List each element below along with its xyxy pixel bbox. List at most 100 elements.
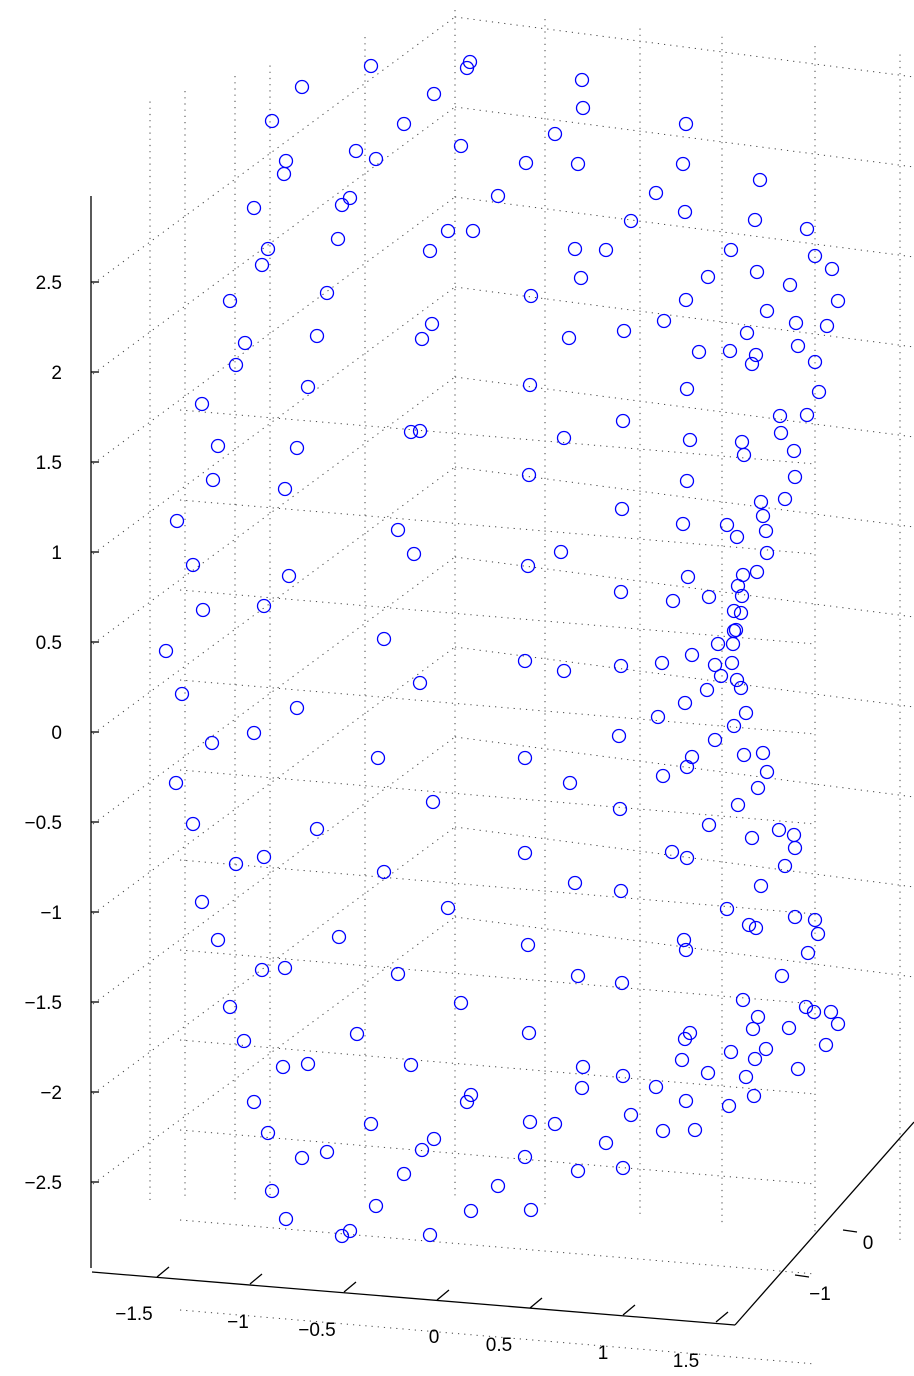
data-point — [330, 231, 346, 247]
data-point — [522, 1114, 538, 1130]
x-tick — [249, 1273, 263, 1285]
data-point — [195, 602, 211, 618]
gridline-z-left — [92, 646, 456, 915]
data-point — [390, 966, 406, 982]
data-point — [723, 1044, 739, 1060]
data-point — [260, 241, 276, 257]
gridline-z-left — [92, 556, 456, 825]
data-point — [570, 968, 586, 984]
data-point — [674, 1052, 690, 1068]
data-point — [782, 277, 798, 293]
data-point — [729, 672, 745, 688]
data-point — [679, 850, 695, 866]
data-point — [758, 523, 774, 539]
data-point — [830, 293, 846, 309]
data-point — [771, 822, 787, 838]
data-point — [370, 750, 386, 766]
data-point — [748, 347, 764, 363]
x-tick — [343, 1281, 357, 1293]
x-tick — [622, 1304, 636, 1316]
gridline-z-front — [179, 859, 816, 915]
gridline-z-right — [454, 736, 914, 798]
data-point — [613, 658, 629, 674]
data-point — [799, 407, 815, 423]
data-point — [759, 303, 775, 319]
data-point — [294, 79, 310, 95]
data-point — [517, 1149, 533, 1165]
data-point — [798, 999, 814, 1015]
data-point — [412, 675, 428, 691]
y-tick — [794, 1274, 810, 1278]
data-point — [675, 516, 691, 532]
data-point — [158, 643, 174, 659]
data-point — [648, 185, 664, 201]
data-point — [665, 593, 681, 609]
x-axis-line — [91, 1271, 736, 1326]
data-point — [772, 408, 788, 424]
data-point — [749, 264, 765, 280]
data-point — [830, 1016, 846, 1032]
data-point — [724, 655, 740, 671]
data-point — [490, 1178, 506, 1194]
data-point — [615, 413, 631, 429]
gridline-z-front — [179, 499, 816, 555]
y-tick — [842, 1229, 858, 1233]
tick-labels: −2.5 −2 −1.5 −1 −0.5 0 0.5 1 1.5 2 2.5 −1.5 −1 −0.5 0 0… — [24, 273, 873, 1372]
data-point — [414, 331, 430, 347]
data-point — [210, 932, 226, 948]
data-point — [613, 883, 629, 899]
data-point — [752, 172, 768, 188]
data-point — [518, 155, 534, 171]
data-point — [334, 1228, 350, 1244]
data-point — [682, 1025, 698, 1041]
data-point — [747, 1051, 763, 1067]
data-point — [521, 467, 537, 483]
data-point — [185, 816, 201, 832]
data-point — [246, 200, 262, 216]
data-point — [440, 223, 456, 239]
data-point — [730, 578, 746, 594]
data-point — [678, 116, 694, 132]
data-point — [574, 72, 590, 88]
axes — [90, 196, 914, 1326]
gridline-z-left — [92, 286, 456, 555]
data-point — [676, 932, 692, 948]
data-point — [376, 631, 392, 647]
z-tick-label: −2 — [40, 1083, 62, 1104]
data-point — [734, 588, 750, 604]
data-point — [459, 1094, 475, 1110]
data-point — [726, 603, 742, 619]
data-point — [567, 875, 583, 891]
data-point — [800, 945, 816, 961]
data-point — [520, 937, 536, 953]
data-point — [204, 735, 220, 751]
data-point — [730, 797, 746, 813]
data-point — [664, 844, 680, 860]
gridline-z-left — [92, 376, 456, 645]
data-point — [710, 636, 726, 652]
data-point — [463, 1203, 479, 1219]
data-point — [786, 443, 802, 459]
data-point — [687, 1122, 703, 1138]
data-point — [790, 338, 806, 354]
data-point — [790, 1061, 806, 1077]
data-point — [222, 293, 238, 309]
data-point — [736, 447, 752, 463]
data-point — [403, 424, 419, 440]
gridline-z-front — [179, 949, 816, 1005]
x-tick-label: 1 — [598, 1343, 609, 1364]
data-point — [562, 775, 578, 791]
data-point — [575, 100, 591, 116]
data-point — [824, 261, 840, 277]
gridline-z-front — [179, 1129, 816, 1185]
data-point — [623, 1107, 639, 1123]
data-point — [679, 381, 695, 397]
data-point — [522, 377, 538, 393]
data-point — [746, 1088, 762, 1104]
gridline-z-front — [179, 679, 816, 735]
data-point — [228, 357, 244, 373]
data-point — [517, 750, 533, 766]
data-point — [678, 292, 694, 308]
data-point — [788, 315, 804, 331]
data-point — [210, 438, 226, 454]
